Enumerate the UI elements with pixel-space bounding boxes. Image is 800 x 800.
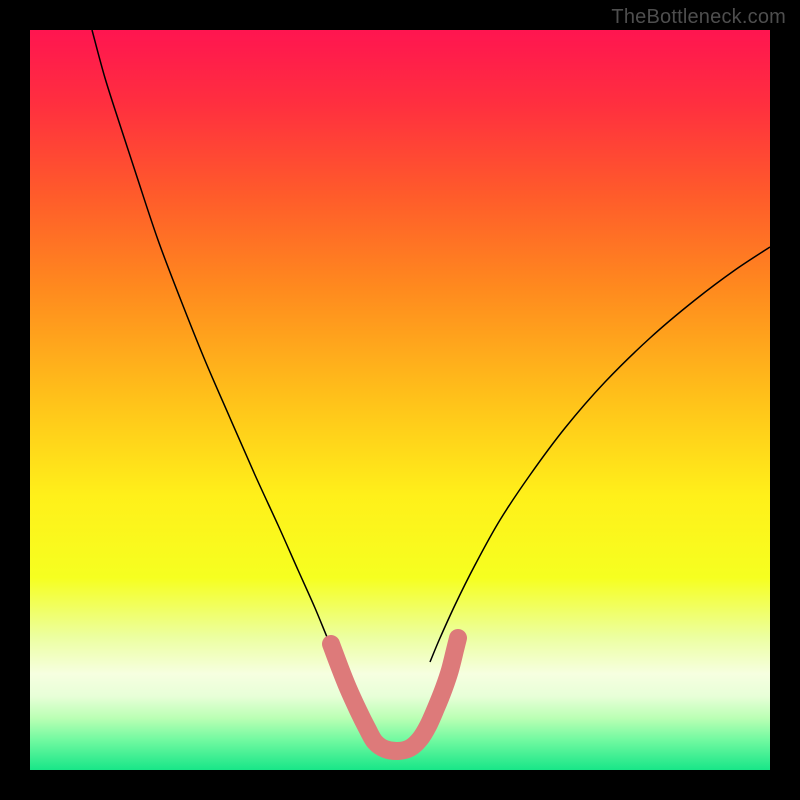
curve-bottom-highlight (331, 638, 458, 751)
curve-right (430, 247, 770, 662)
curve-left (92, 30, 338, 662)
chart-curves-layer (30, 30, 770, 770)
watermark-text: TheBottleneck.com (611, 6, 786, 29)
chart-plot-area (30, 30, 770, 770)
